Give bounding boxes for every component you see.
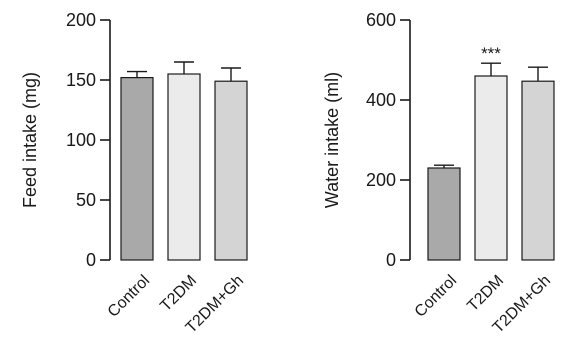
y-axis-label: Feed intake (mg) bbox=[20, 72, 40, 208]
bar-t2dm-gh bbox=[521, 80, 555, 261]
y-tick-label: 600 bbox=[366, 10, 396, 30]
bar-t2dm bbox=[167, 73, 201, 261]
y-tick-label: 100 bbox=[66, 130, 96, 150]
x-tick-label: T2DM bbox=[157, 272, 200, 315]
y-tick-label: 200 bbox=[66, 10, 96, 30]
y-tick-label: 0 bbox=[386, 250, 396, 270]
y-axis-label: Water intake (ml) bbox=[322, 72, 342, 208]
x-tick-label: T2DM bbox=[464, 272, 507, 315]
bar-control bbox=[120, 76, 154, 261]
bar-control bbox=[427, 167, 461, 261]
bar-t2dm bbox=[474, 75, 508, 261]
y-tick-label: 200 bbox=[366, 170, 396, 190]
y-tick-label: 0 bbox=[86, 250, 96, 270]
x-tick-label: Control bbox=[412, 272, 460, 320]
significance-label: *** bbox=[481, 44, 501, 63]
x-tick-label: Control bbox=[105, 272, 153, 320]
y-tick-label: 400 bbox=[366, 90, 396, 110]
chart-2: 0 200 400 600 Water intake (ml) Control *** T2D… bbox=[322, 10, 555, 337]
bar-t2dm-gh bbox=[214, 80, 248, 261]
y-tick-label: 50 bbox=[76, 190, 96, 210]
y-tick-label: 150 bbox=[66, 70, 96, 90]
